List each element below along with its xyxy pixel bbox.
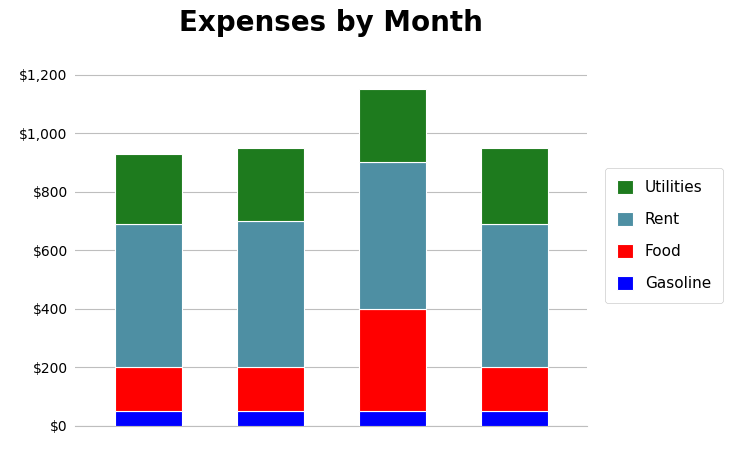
Bar bbox=[237, 367, 304, 411]
Bar bbox=[480, 411, 547, 426]
Bar bbox=[237, 221, 304, 367]
Bar bbox=[115, 367, 182, 411]
Bar bbox=[237, 148, 304, 221]
Bar bbox=[480, 367, 547, 411]
Bar bbox=[358, 162, 425, 309]
Legend: Utilities, Rent, Food, Gasoline: Utilities, Rent, Food, Gasoline bbox=[605, 168, 724, 303]
Bar bbox=[358, 309, 425, 411]
Bar bbox=[480, 148, 547, 224]
Bar bbox=[115, 224, 182, 367]
Bar bbox=[358, 89, 425, 162]
Bar bbox=[115, 154, 182, 224]
Bar bbox=[480, 224, 547, 367]
Bar bbox=[115, 411, 182, 426]
Bar bbox=[237, 411, 304, 426]
Bar bbox=[358, 411, 425, 426]
Title: Expenses by Month: Expenses by Month bbox=[179, 10, 483, 38]
